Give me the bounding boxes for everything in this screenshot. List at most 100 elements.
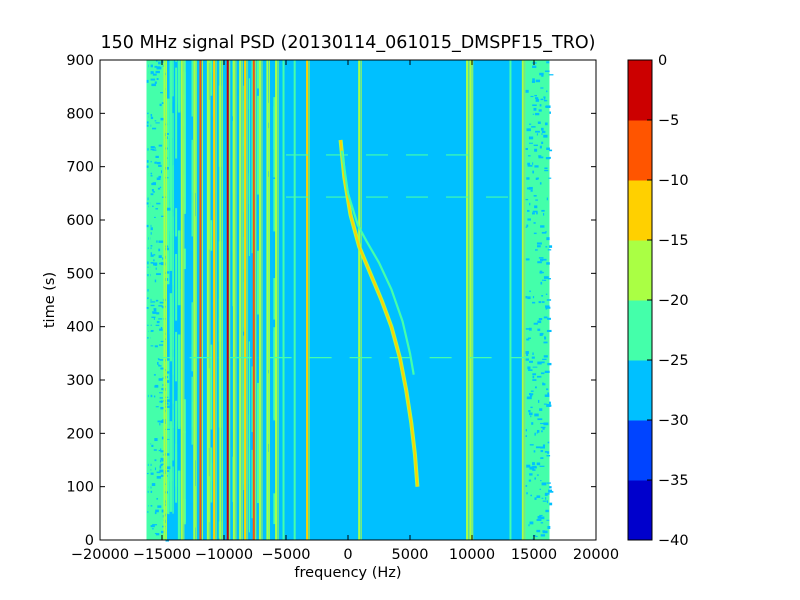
- noise-speck: [532, 366, 538, 368]
- noise-speck: [546, 454, 551, 457]
- noise-speck: [540, 522, 544, 524]
- noise-speck: [532, 352, 534, 355]
- noise-speck: [549, 401, 551, 405]
- noise-speck: [528, 410, 531, 413]
- noise-streak: [166, 124, 170, 201]
- noise-speck: [545, 307, 548, 310]
- noise-streak: [248, 175, 251, 257]
- colorbar-tick-label: −15: [658, 233, 689, 249]
- noise-speck: [534, 466, 537, 469]
- noise-speck: [163, 376, 169, 379]
- noise-streak: [172, 466, 174, 514]
- noise-speck: [525, 148, 528, 151]
- noise-speck: [529, 327, 532, 331]
- noise-speck: [160, 457, 163, 461]
- noise-speck: [545, 293, 548, 295]
- noise-speck: [165, 470, 170, 472]
- noise-speck: [150, 193, 154, 196]
- noise-streak: [248, 447, 251, 533]
- colorbar-segment: [628, 60, 652, 121]
- noise-streak: [183, 430, 186, 523]
- noise-speck: [146, 79, 151, 83]
- noise-speck: [528, 369, 533, 371]
- noise-speck: [536, 432, 538, 434]
- noise-speck: [158, 175, 162, 179]
- noise-speck: [535, 98, 540, 102]
- noise-streak: [210, 463, 213, 503]
- noise-streak: [273, 178, 276, 232]
- noise-streak: [172, 233, 174, 293]
- noise-speck: [536, 529, 541, 533]
- noise-speck: [533, 322, 538, 325]
- noise-speck: [527, 296, 531, 300]
- noise-speck: [156, 77, 159, 81]
- noise-speck: [156, 161, 161, 165]
- noise-speck: [529, 290, 531, 293]
- noise-speck: [158, 365, 162, 367]
- noise-streak: [183, 399, 186, 434]
- x-tick-label: 15000: [511, 547, 557, 563]
- noise-speck: [166, 157, 168, 159]
- noise-speck: [534, 432, 536, 436]
- noise-speck: [546, 299, 552, 301]
- noise-speck: [539, 72, 544, 76]
- noise-streak: [177, 288, 181, 306]
- noise-speck: [529, 360, 533, 363]
- noise-speck: [149, 262, 154, 264]
- noise-speck: [540, 516, 545, 520]
- noise-streak: [172, 60, 174, 97]
- noise-speck: [533, 450, 536, 453]
- noise-speck: [149, 254, 154, 257]
- x-axis: −20000 −15000 −10000 −5000 0 5000 10000 15000 20…: [71, 60, 619, 563]
- noise-speck: [543, 279, 547, 282]
- noise-speck: [150, 116, 154, 120]
- noise-speck: [536, 462, 541, 466]
- noise-speck: [159, 103, 162, 107]
- noise-speck: [536, 211, 538, 215]
- noise-speck: [545, 305, 550, 308]
- noise-speck: [531, 466, 534, 470]
- noise-speck: [543, 134, 548, 138]
- noise-speck: [537, 361, 542, 365]
- noise-speck: [526, 177, 530, 180]
- noise-speck: [146, 121, 151, 124]
- noise-speck: [533, 195, 537, 197]
- noise-streak: [183, 60, 186, 127]
- noise-streak: [172, 334, 174, 429]
- noise-streak: [177, 379, 181, 428]
- noise-speck: [543, 383, 546, 386]
- noise-speck: [538, 155, 542, 157]
- noise-speck: [158, 305, 163, 307]
- noise-speck: [541, 130, 546, 134]
- noise-speck: [161, 387, 166, 391]
- heatmap-layer: [146, 60, 554, 542]
- noise-speck: [538, 257, 544, 259]
- noise-speck: [539, 271, 544, 274]
- noise-speck: [154, 81, 157, 84]
- noise-speck: [156, 497, 158, 500]
- noise-speck: [533, 144, 538, 147]
- noise-streak: [169, 165, 173, 231]
- noise-speck: [529, 521, 534, 525]
- noise-speck: [535, 446, 541, 449]
- noise-speck: [161, 436, 165, 440]
- noise-speck: [538, 317, 543, 321]
- noise-speck: [156, 240, 158, 243]
- noise-speck: [530, 189, 533, 192]
- noise-speck: [151, 483, 156, 486]
- noise-speck: [155, 122, 160, 124]
- noise-streak: [251, 157, 254, 209]
- noise-speck: [525, 429, 527, 432]
- noise-speck: [150, 148, 155, 151]
- y-tick-label: 300: [66, 373, 94, 389]
- noise-speck: [537, 121, 541, 124]
- noise-streak: [267, 451, 270, 540]
- noise-streak: [191, 60, 193, 67]
- noise-speck: [541, 301, 545, 303]
- noise-speck: [543, 355, 548, 358]
- noise-streak: [175, 451, 178, 503]
- noise-speck: [155, 70, 160, 74]
- noise-speck: [146, 306, 150, 309]
- noise-speck: [151, 444, 154, 447]
- noise-speck: [539, 488, 542, 490]
